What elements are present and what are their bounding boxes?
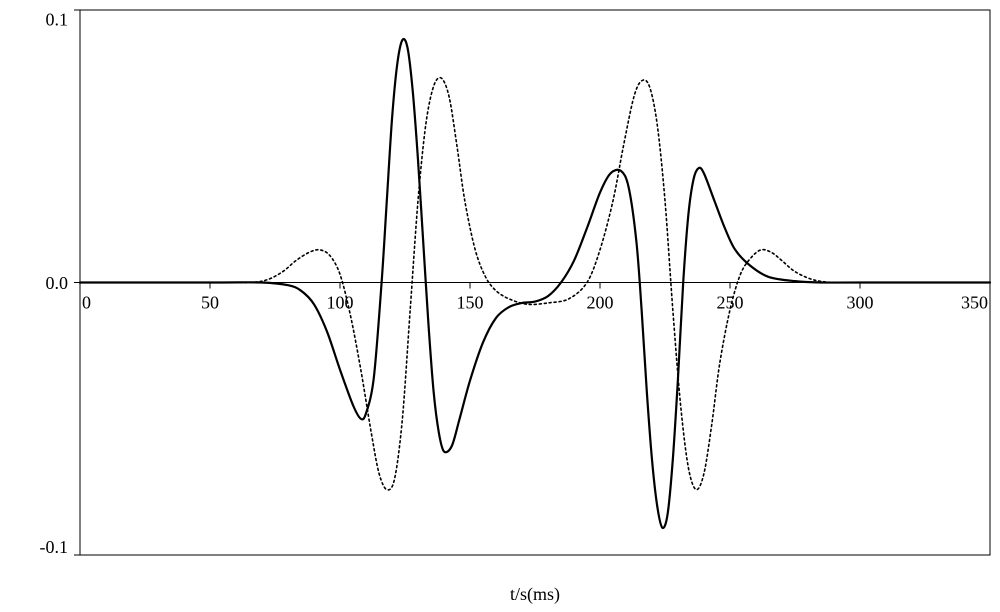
x-tick-label: 250 (717, 293, 744, 313)
x-tick-label: 100 (327, 293, 354, 313)
y-tick-label: 0.0 (46, 273, 69, 293)
y-tick-label: 0.1 (46, 9, 69, 29)
chart-container: 0 50 100 150 200 250 300 350 -0.1 0.0 0.1 t/s(ms) (0, 0, 1000, 612)
x-tick-label: 350 (961, 293, 988, 313)
line-chart: 0 50 100 150 200 250 300 350 -0.1 0.0 0.1 t/s(ms) (0, 0, 1000, 612)
x-tick-label: 300 (847, 293, 874, 313)
x-tick-label: 50 (201, 293, 219, 313)
x-tick-label: 0 (82, 293, 91, 313)
y-tick-label: -0.1 (40, 537, 69, 557)
x-tick-label: 200 (587, 293, 614, 313)
x-tick-label: 150 (457, 293, 484, 313)
x-axis-label: t/s(ms) (510, 584, 560, 605)
